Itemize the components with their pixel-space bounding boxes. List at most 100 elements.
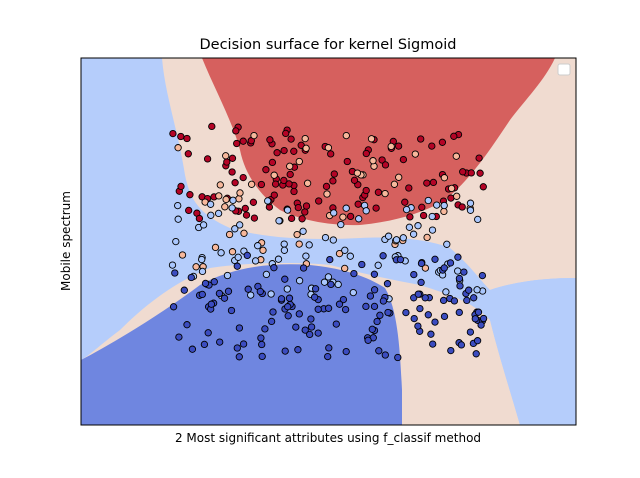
scatter-point-class-1 (275, 217, 283, 225)
scatter-point-class-2 (303, 179, 312, 187)
scatter-point-class-1 (302, 252, 310, 260)
scatter-point-class-3 (223, 158, 231, 166)
scatter-point-class-3 (286, 170, 294, 179)
scatter-point-class-0 (414, 290, 422, 298)
scatter-point-class-1 (362, 207, 370, 215)
scatter-point-class-1 (223, 271, 232, 280)
scatter-point-class-2 (211, 243, 220, 252)
scatter-point-class-2 (250, 131, 258, 140)
scatter-point-class-2 (395, 173, 403, 181)
scatter-point-class-3 (239, 137, 247, 145)
scatter-point-class-0 (281, 275, 289, 283)
plot-frame (80, 57, 577, 426)
scatter-point-class-1 (433, 201, 441, 209)
region-class-1-right (490, 278, 576, 425)
scatter-point-class-0 (358, 260, 366, 269)
scatter-point-class-0 (200, 340, 209, 349)
scatter-point-class-3 (185, 206, 193, 215)
scatter-point-class-1 (280, 246, 289, 254)
scatter-point-class-3 (228, 168, 236, 176)
scatter-point-class-0 (216, 338, 224, 346)
scatter-point-class-0 (307, 315, 315, 323)
scatter-point-class-1 (198, 267, 207, 276)
scatter-point-class-2 (295, 157, 303, 166)
scatter-point-class-3 (169, 129, 177, 138)
scatter-point-class-1 (443, 240, 451, 248)
scatter-point-class-0 (396, 255, 405, 264)
scatter-point-class-0 (269, 308, 277, 316)
scatter-point-class-1 (346, 252, 354, 260)
scatter-point-class-0 (427, 330, 435, 338)
scatter-point-class-2 (323, 190, 331, 198)
scatter-point-class-3 (280, 146, 288, 155)
scatter-point-class-3 (287, 135, 295, 143)
scatter-point-class-1 (329, 236, 337, 244)
scatter-point-class-3 (419, 211, 428, 220)
scatter-point-class-0 (447, 346, 455, 355)
scatter-point-class-1 (305, 241, 313, 249)
scatter-point-class-3 (467, 169, 475, 177)
scatter-point-class-1 (342, 204, 350, 212)
scatter-point-class-2 (178, 251, 187, 259)
scatter-point-class-3 (195, 214, 204, 223)
scatter-point-class-1 (392, 236, 401, 244)
scatter-point-class-3 (450, 132, 458, 140)
scatter-point-class-2 (411, 150, 419, 158)
scatter-point-class-3 (399, 155, 408, 164)
scatter-point-class-0 (325, 344, 333, 352)
scatter-points (168, 122, 488, 362)
scatter-point-class-0 (379, 297, 388, 305)
scatter-point-class-1 (283, 285, 291, 293)
scatter-point-class-1 (474, 215, 482, 224)
scatter-point-class-1 (399, 234, 407, 242)
scatter-point-class-3 (354, 200, 362, 208)
scatter-point-class-0 (183, 321, 191, 329)
scatter-point-class-3 (177, 132, 185, 141)
scatter-point-class-0 (470, 294, 478, 302)
scatter-point-class-2 (369, 157, 377, 165)
scatter-point-class-1 (440, 201, 448, 210)
scatter-point-class-0 (270, 264, 278, 272)
scatter-point-class-0 (370, 270, 379, 278)
scatter-point-class-3 (394, 142, 403, 150)
scatter-point-class-2 (421, 264, 430, 272)
scatter-point-class-0 (224, 287, 233, 295)
scatter-point-class-0 (455, 274, 464, 283)
scatter-point-class-3 (329, 177, 337, 185)
scatter-point-class-0 (277, 295, 286, 303)
scatter-point-class-3 (287, 214, 296, 223)
scatter-point-class-0 (368, 325, 376, 333)
scatter-point-class-0 (233, 344, 241, 352)
scatter-point-class-0 (350, 269, 358, 278)
scatter-point-class-0 (198, 290, 206, 299)
scatter-point-class-0 (370, 286, 379, 294)
scatter-point-class-0 (335, 300, 344, 308)
scatter-point-class-1 (254, 242, 262, 250)
scatter-point-class-3 (346, 212, 355, 221)
scatter-point-class-0 (284, 312, 292, 320)
scatter-point-class-0 (281, 347, 289, 355)
scatter-point-class-3 (459, 168, 467, 176)
scatter-point-class-0 (210, 278, 218, 286)
scatter-point-class-1 (324, 273, 333, 281)
scatter-point-class-3 (417, 135, 425, 143)
scatter-point-class-0 (258, 340, 266, 349)
scatter-point-class-2 (222, 195, 230, 204)
scatter-point-class-3 (330, 170, 338, 178)
scatter-point-class-1 (264, 197, 272, 205)
scatter-point-class-3 (429, 178, 438, 187)
scatter-point-class-1 (236, 221, 244, 229)
scatter-point-class-1 (473, 286, 481, 294)
scatter-point-class-0 (324, 304, 333, 312)
scatter-point-class-0 (227, 306, 236, 315)
scatter-point-class-2 (216, 181, 224, 189)
scatter-point-class-1 (428, 212, 436, 221)
scatter-point-class-3 (298, 215, 306, 223)
plot-area (81, 58, 576, 425)
scatter-point-class-0 (180, 286, 188, 294)
scatter-point-class-3 (270, 191, 278, 199)
scatter-point-class-0 (188, 345, 197, 353)
scatter-point-class-2 (247, 180, 256, 188)
scatter-point-class-0 (450, 297, 459, 305)
